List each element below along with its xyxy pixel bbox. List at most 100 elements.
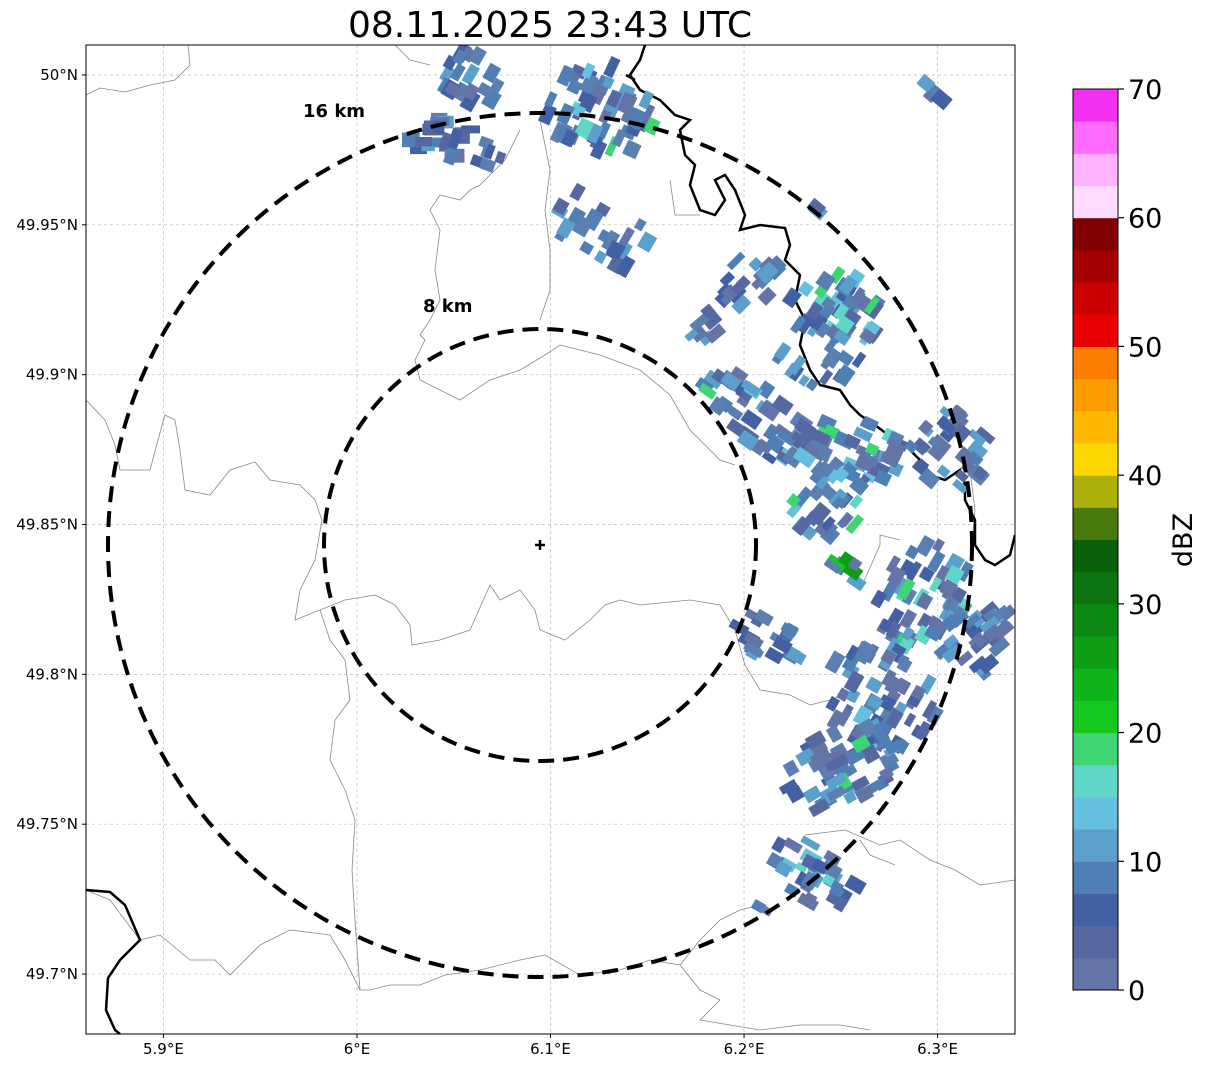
echo-cell: [944, 564, 965, 585]
echo-cell: [836, 687, 851, 702]
echo-cell: [903, 712, 917, 728]
echo-cell: [780, 621, 799, 638]
echo-cell: [574, 117, 595, 140]
colorbar-cell: [1073, 925, 1118, 959]
colorbar-cell: [1073, 217, 1118, 251]
echo-cell: [913, 458, 930, 475]
echo-cell: [618, 226, 635, 248]
echo-cell: [690, 325, 708, 343]
echo-cell: [808, 798, 831, 818]
echo-cell: [589, 139, 608, 160]
echo-cell: [821, 516, 836, 532]
echo-cell: [756, 380, 776, 400]
colorbar-tick-label: 60: [1128, 204, 1162, 235]
echo-cell: [854, 785, 875, 804]
echo-cell: [853, 293, 873, 313]
echo-cell: [852, 705, 873, 728]
echo-cell: [581, 62, 596, 80]
y-tick-label: 50°N: [40, 66, 78, 84]
x-tick-label: 6.2°E: [724, 1040, 765, 1058]
echo-cell: [800, 835, 821, 852]
echo-cell: [617, 242, 633, 261]
echo-cell: [856, 640, 876, 660]
echo-cell: [916, 612, 933, 630]
echo-cell: [967, 428, 987, 446]
echo-cell: [936, 414, 958, 436]
colorbar-cell: [1073, 121, 1118, 154]
echo-cell: [761, 450, 777, 465]
x-tick-label: 6.1°E: [530, 1040, 571, 1058]
echo-cell: [638, 90, 654, 110]
echo-cell: [789, 315, 807, 334]
echo-cell: [743, 632, 764, 649]
echo-cell: [774, 860, 793, 878]
echo-cell: [860, 415, 879, 433]
echo-cell: [860, 744, 881, 765]
colorbar-cell: [1073, 249, 1118, 283]
echo-cell: [979, 618, 997, 635]
echo-cell: [839, 512, 854, 528]
echo-cell: [786, 502, 802, 519]
echo-cell: [633, 217, 647, 232]
echo-cell: [864, 442, 880, 457]
echo-cell: [843, 790, 858, 805]
echo-cell: [708, 396, 729, 416]
echo-cell: [847, 556, 863, 572]
echo-cell: [863, 297, 885, 320]
echo-cell: [899, 608, 918, 630]
echo-cell: [720, 371, 742, 392]
echo-cell: [740, 409, 763, 431]
echo-cell: [833, 896, 849, 913]
x-tick-label: 6.3°E: [917, 1040, 958, 1058]
echo-cell: [805, 301, 824, 321]
echo-cell: [684, 328, 699, 342]
colorbar-tick-label: 20: [1128, 719, 1162, 750]
echo-cell: [809, 427, 832, 446]
echo-cell: [826, 709, 845, 731]
echo-cell: [832, 303, 853, 323]
y-tick-label: 49.7°N: [26, 965, 78, 983]
echo-cell: [901, 626, 915, 641]
colorbar-tick-label: 10: [1128, 847, 1162, 878]
echo-cell: [602, 75, 615, 90]
echo-cell: [478, 157, 497, 173]
echo-cell: [783, 837, 803, 854]
echo-cell: [735, 275, 751, 291]
echo-cell: [939, 405, 952, 419]
echo-cell: [788, 354, 807, 376]
echo-cell: [823, 336, 839, 354]
echo-cell: [811, 858, 830, 875]
echo-cell: [771, 394, 794, 416]
echo-cell: [815, 475, 830, 490]
echo-cell: [731, 294, 752, 315]
echo-cell: [859, 327, 877, 345]
echo-cell: [807, 501, 832, 527]
echo-cell: [636, 231, 658, 253]
colorbar-frame: [1072, 88, 1119, 991]
colorbar-cell: [1073, 378, 1118, 412]
echo-cell: [736, 429, 759, 452]
range-ring-16km: [106, 111, 974, 979]
echo-cell: [821, 296, 837, 312]
echo-cell: [963, 612, 981, 629]
colorbar-tick-label: 30: [1128, 590, 1162, 621]
echo-cell: [843, 670, 865, 694]
echo-cell: [884, 675, 904, 696]
colorbar-cell: [1073, 796, 1118, 830]
echo-cell: [831, 495, 845, 510]
echo-cell: [782, 759, 800, 778]
echo-cell: [785, 646, 807, 666]
echo-cell: [826, 785, 846, 802]
echo-cell: [942, 595, 960, 615]
echo-cell: [893, 677, 912, 696]
echo-cell: [836, 349, 855, 367]
echo-cell: [462, 82, 480, 102]
echo-cell: [461, 125, 481, 134]
echo-cell: [807, 311, 828, 333]
echo-cell: [841, 651, 861, 673]
echo-cell: [863, 295, 881, 315]
echo-cell: [840, 461, 858, 478]
echo-cell: [939, 578, 959, 599]
y-tick-label: 49.85°N: [16, 516, 78, 534]
